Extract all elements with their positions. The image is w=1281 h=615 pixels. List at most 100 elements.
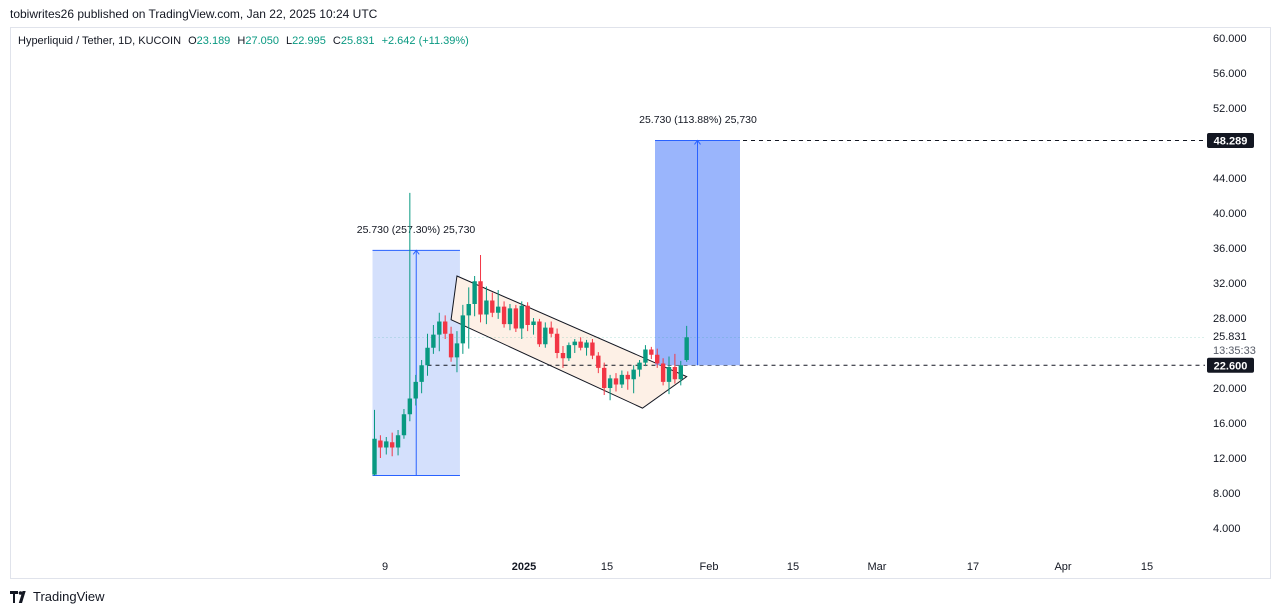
candle-body <box>572 341 577 346</box>
x-axis-tick-label: 17 <box>967 561 979 573</box>
low-label: L <box>286 35 293 47</box>
candle-body <box>649 349 654 355</box>
candle-body <box>466 304 471 316</box>
candle-body <box>519 305 524 329</box>
candle-body <box>666 367 672 382</box>
footer-brand-text: TradingView <box>33 589 105 604</box>
candle-body <box>554 333 560 353</box>
y-axis-tick-label: 52.000 <box>1213 103 1247 115</box>
candle-body <box>484 300 489 315</box>
chart-legend: Hyperliquid / Tether, 1D, KUCOIN O23.189… <box>18 35 469 47</box>
candle-body <box>495 306 501 313</box>
footer-brand[interactable]: TradingView <box>10 589 105 604</box>
candle-body <box>543 327 548 345</box>
candle-body <box>678 365 683 380</box>
chart-frame <box>10 27 1271 579</box>
measure-old-label: 25.730 (257.30%) 25,730 <box>357 224 476 236</box>
y-axis-tick-label: 20.000 <box>1213 383 1247 395</box>
candle-body <box>596 355 601 368</box>
candle-body <box>384 441 389 448</box>
y-axis-tick-label: 44.000 <box>1213 173 1247 185</box>
candle-body <box>395 435 401 448</box>
high-value: 27.050 <box>245 35 279 47</box>
close-value: 25.831 <box>340 35 375 47</box>
candle-body <box>442 321 448 334</box>
y-axis-tick-label: 60.000 <box>1213 33 1247 45</box>
price-tag-label: 22.600 <box>1214 360 1248 372</box>
measure-old-arrowhead-icon <box>412 249 420 255</box>
candle-body <box>437 321 442 335</box>
x-axis-tick-label: Apr <box>1054 561 1071 573</box>
y-axis-tick-label: 16.000 <box>1213 418 1247 430</box>
candle-body <box>513 308 519 329</box>
candle-body <box>549 327 554 334</box>
open-label: O <box>188 35 197 47</box>
candle-body <box>478 281 483 315</box>
measure-new-label: 25.730 (113.88%) 25,730 <box>639 114 757 126</box>
y-axis-tick-label: 28.000 <box>1213 313 1247 325</box>
candle-body <box>619 374 625 385</box>
countdown-label: 13:35:33 <box>1213 345 1256 357</box>
candle-body <box>448 333 454 358</box>
candle-body <box>643 349 648 363</box>
candle-body <box>454 343 460 358</box>
candle-body <box>631 369 636 380</box>
change-value: +2.642 (+11.39%) <box>381 35 469 47</box>
x-axis-tick-label: Feb <box>700 561 719 573</box>
tradingview-logo-icon <box>10 590 26 603</box>
candle-body <box>660 363 666 382</box>
candle-body <box>501 306 507 325</box>
y-axis-tick-label: 4.000 <box>1213 523 1241 535</box>
candle-body <box>607 378 613 388</box>
candle-body <box>419 365 424 382</box>
y-axis-tick-label: 12.000 <box>1213 453 1247 465</box>
close-label: C <box>332 35 341 47</box>
candle-body <box>590 342 595 356</box>
candle-body <box>684 337 689 360</box>
price-tag <box>1207 357 1254 373</box>
candle-body <box>613 378 619 385</box>
x-axis-tick-label: 15 <box>1141 561 1153 573</box>
x-axis-tick-label: 2025 <box>512 561 536 573</box>
x-axis-tick-label: Mar <box>868 561 887 573</box>
candle-body <box>578 341 583 348</box>
candle-body <box>637 362 642 370</box>
candle-body <box>389 442 395 448</box>
candle-body <box>460 315 466 344</box>
y-axis-tick-label: 32.000 <box>1213 278 1247 290</box>
x-axis-tick-label: 9 <box>382 561 388 573</box>
measure-new-arrowhead-icon <box>694 139 701 145</box>
high-label: H <box>237 35 246 47</box>
low-value: 22.995 <box>292 35 326 47</box>
open-value: 23.189 <box>196 35 231 47</box>
candle-body <box>566 345 572 359</box>
candle-body <box>431 334 436 348</box>
publisher-line: tobiwrites26 published on TradingView.co… <box>10 7 378 21</box>
candle-body <box>602 367 607 388</box>
y-axis-tick-label: 8.000 <box>1213 488 1241 500</box>
x-axis-tick-label: 15 <box>787 561 799 573</box>
candle-body <box>507 308 513 325</box>
price-tag <box>1207 132 1254 148</box>
candle-body <box>425 347 430 366</box>
y-axis-tick-label: 40.000 <box>1213 208 1247 220</box>
price-tag-label: 48.289 <box>1214 135 1248 147</box>
candle-body <box>531 321 536 325</box>
candle-body <box>378 440 383 448</box>
candle-body <box>401 414 407 436</box>
symbol-label[interactable]: Hyperliquid / Tether, 1D, KUCOIN <box>18 35 182 47</box>
candle-body <box>407 398 413 415</box>
candle-body <box>525 305 530 325</box>
candle-body <box>413 381 418 399</box>
candle-body <box>672 367 678 380</box>
candle-body <box>537 321 542 345</box>
candle-body <box>372 438 377 475</box>
candle-body <box>584 342 589 348</box>
candle-body <box>625 374 630 380</box>
candle-body <box>490 300 495 313</box>
candle-body <box>472 281 477 304</box>
y-axis-tick-label: 36.000 <box>1213 243 1247 255</box>
x-axis-tick-label: 15 <box>601 561 613 573</box>
candle-body <box>655 354 660 364</box>
